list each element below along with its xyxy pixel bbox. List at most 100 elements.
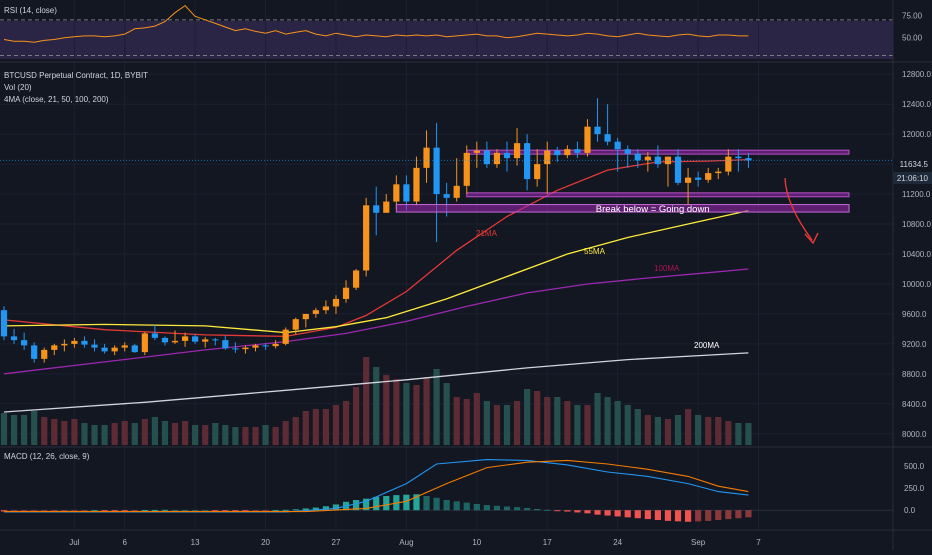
candle-body[interactable] — [604, 134, 611, 142]
candle-body[interactable] — [342, 287, 350, 299]
macd-histogram-bar — [383, 496, 390, 511]
candle-body[interactable] — [363, 205, 370, 271]
candle-body[interactable] — [242, 347, 249, 350]
candle-body[interactable] — [51, 345, 58, 350]
candle-body[interactable] — [403, 184, 410, 202]
candle-body[interactable] — [463, 152, 470, 186]
macd-legend[interactable]: MACD (12, 26, close, 9) — [4, 452, 90, 461]
volume-legend[interactable]: Vol (20) — [4, 83, 32, 92]
candle-body[interactable] — [594, 126, 601, 135]
candle-body[interactable] — [121, 345, 128, 348]
symbol-legend[interactable]: BTCUSD Perpetual Contract, 1D, BYBIT — [4, 71, 148, 80]
ma-legend[interactable]: 4MA (close, 21, 50, 100, 200) — [4, 95, 109, 104]
downtrend-arrow[interactable] — [784, 177, 813, 241]
candle-body[interactable] — [151, 333, 158, 338]
candle-body[interactable] — [41, 349, 48, 359]
candle-body[interactable] — [71, 340, 78, 344]
candle-body[interactable] — [292, 319, 299, 330]
candle-body[interactable] — [443, 194, 450, 198]
candle-body[interactable] — [252, 345, 259, 348]
candle-body[interactable] — [202, 339, 209, 342]
candle-body[interactable] — [111, 347, 118, 352]
candle-body[interactable] — [674, 156, 682, 183]
candle-body[interactable] — [634, 153, 641, 161]
volume-bar — [564, 401, 571, 445]
candle-body[interactable] — [141, 333, 148, 353]
candle-body[interactable] — [584, 126, 591, 153]
candle-body[interactable] — [574, 149, 581, 153]
candle-body[interactable] — [161, 337, 169, 343]
volume-bar — [91, 425, 98, 445]
macd-histogram-bar — [684, 510, 692, 522]
candle-body[interactable] — [31, 345, 38, 359]
macd-histogram-bar — [61, 510, 68, 512]
candle-body[interactable] — [503, 152, 511, 159]
candle-body[interactable] — [483, 150, 490, 165]
candle-body[interactable] — [705, 173, 712, 180]
candle-body[interactable] — [332, 298, 340, 307]
macd-histogram-bar — [423, 496, 430, 511]
volume-bar — [614, 401, 621, 445]
macd-histogram-bar — [21, 510, 28, 512]
candlesticks[interactable] — [0, 98, 893, 363]
candle-body[interactable] — [222, 340, 229, 349]
candle-body[interactable] — [393, 184, 400, 202]
candle-body[interactable] — [493, 152, 501, 165]
candle-body[interactable] — [171, 340, 179, 343]
candle-body[interactable] — [383, 201, 390, 213]
candle-body[interactable] — [473, 150, 480, 153]
candle-body[interactable] — [554, 150, 561, 156]
candle-body[interactable] — [513, 143, 521, 159]
candle-body[interactable] — [181, 336, 189, 341]
candle-body[interactable] — [302, 313, 309, 320]
candle-body[interactable] — [61, 343, 68, 346]
volume-bar — [493, 405, 501, 445]
candle-body[interactable] — [745, 158, 752, 161]
candle-body[interactable] — [544, 150, 551, 165]
candle-body[interactable] — [413, 167, 420, 202]
candle-body[interactable] — [614, 141, 621, 150]
candle-body[interactable] — [353, 270, 360, 288]
candle-body[interactable] — [644, 156, 651, 161]
candle-body[interactable] — [534, 164, 541, 180]
volume-bar — [272, 427, 279, 445]
candle-body[interactable] — [10, 336, 18, 341]
candle-body[interactable] — [101, 347, 108, 352]
candle-body[interactable] — [433, 147, 440, 195]
candle-body[interactable] — [322, 306, 330, 311]
candle-body[interactable] — [564, 149, 571, 156]
resistance-level[interactable] — [466, 192, 850, 198]
macd-histogram-bar — [141, 510, 148, 512]
candle-body[interactable] — [272, 343, 279, 347]
candle-body[interactable] — [624, 149, 631, 154]
rsi-legend[interactable]: RSI (14, close) — [4, 6, 57, 15]
volume-bar — [644, 415, 651, 445]
candle-body[interactable] — [664, 156, 672, 165]
candle-body[interactable] — [423, 147, 430, 168]
candle-body[interactable] — [0, 310, 8, 337]
candle-body[interactable] — [232, 348, 239, 350]
candle-body[interactable] — [131, 345, 138, 353]
macd-tick-label: 250.0 — [904, 484, 925, 493]
candle-body[interactable] — [81, 340, 88, 345]
candle-body[interactable] — [725, 156, 732, 172]
candle-body[interactable] — [212, 339, 219, 341]
candle-body[interactable] — [21, 340, 28, 346]
candle-body[interactable] — [524, 143, 531, 180]
candle-body[interactable] — [373, 205, 380, 213]
candle-body[interactable] — [715, 171, 722, 174]
candle-body[interactable] — [192, 336, 199, 342]
candle-body[interactable] — [91, 344, 98, 348]
candle-body[interactable] — [312, 310, 319, 314]
time-axis[interactable]: Jul 6 13 20 27 Aug 10 17 24 Sep 7 — [69, 538, 761, 547]
macd-histogram-bar — [695, 510, 702, 522]
candle-body[interactable] — [695, 177, 702, 180]
candle-body[interactable] — [453, 185, 460, 198]
breakdown-zone[interactable] — [395, 204, 850, 213]
candle-body[interactable] — [262, 345, 269, 347]
candle-body[interactable] — [282, 329, 289, 344]
macd-histogram-bar — [554, 510, 561, 512]
candle-body[interactable] — [684, 177, 692, 183]
candle-body[interactable] — [735, 156, 742, 159]
